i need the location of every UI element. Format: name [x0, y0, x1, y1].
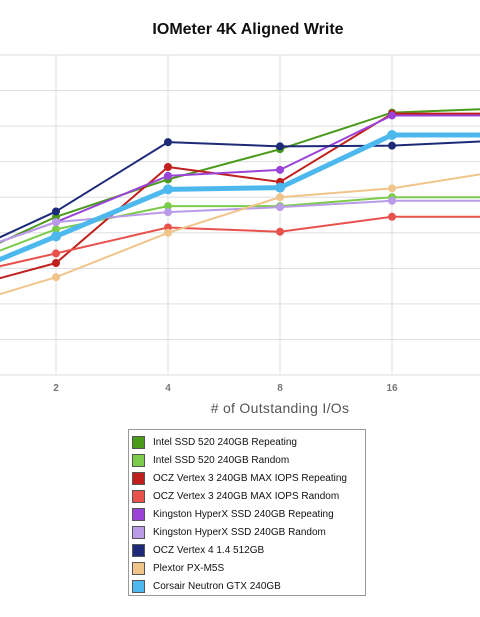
data-point [164, 202, 172, 211]
plot-area: 2 4 8 16 [0, 54, 480, 394]
x-tick-label: 16 [386, 383, 398, 394]
data-point [51, 231, 61, 242]
legend-label: Kingston HyperX SSD 240GB Random [153, 526, 326, 538]
legend-label: Corsair Neutron GTX 240GB [153, 580, 281, 592]
legend-swatch [132, 543, 145, 557]
x-axis-label: # of Outstanding I/Os [210, 400, 350, 416]
data-point [276, 165, 284, 174]
legend-label: Kingston HyperX SSD 240GB Repeating [153, 508, 334, 520]
series-line-1 [0, 108, 480, 244]
legend-item: OCZ Vertex 3 240GB MAX IOPS Random [129, 487, 365, 505]
data-point [276, 227, 284, 236]
data-point [388, 196, 396, 205]
legend-item: Kingston HyperX SSD 240GB Random [129, 523, 365, 541]
data-point [275, 182, 285, 193]
legend-label: Intel SSD 520 240GB Random [153, 454, 290, 466]
data-point [388, 141, 396, 150]
series-line-2 [0, 196, 480, 252]
legend-item: Intel SSD 520 240GB Repeating [129, 433, 365, 451]
x-tick-label: 8 [277, 383, 283, 394]
data-point [164, 228, 172, 237]
data-point [52, 273, 60, 282]
data-point [52, 249, 60, 258]
legend-swatch [132, 507, 145, 521]
legend-swatch [132, 471, 145, 485]
data-point [164, 208, 172, 217]
data-point [164, 163, 172, 171]
data-point [164, 171, 172, 180]
legend-swatch [132, 435, 145, 449]
legend-item: Corsair Neutron GTX 240GB [129, 577, 365, 595]
legend-item: OCZ Vertex 3 240GB MAX IOPS Repeating [129, 469, 365, 487]
legend-swatch [132, 489, 145, 503]
data-point [52, 207, 60, 216]
x-tick-label: 4 [165, 383, 171, 394]
data-point [163, 184, 173, 195]
legend-label: OCZ Vertex 3 240GB MAX IOPS Repeating [153, 472, 347, 484]
legend-item: Intel SSD 520 240GB Random [129, 451, 365, 469]
legend: Intel SSD 520 240GB Repeating Intel SSD 5… [128, 429, 366, 596]
data-point [388, 111, 396, 120]
legend-swatch [132, 579, 145, 593]
data-point [52, 218, 60, 227]
data-point [276, 203, 284, 212]
data-point [164, 138, 172, 147]
data-point [276, 193, 284, 202]
chart-title: IOMeter 4K Aligned Write [152, 21, 344, 38]
series-line-3 [0, 112, 480, 280]
legend-label: OCZ Vertex 4 1.4 512GB [153, 544, 265, 556]
legend-label: Intel SSD 520 240GB Repeating [153, 436, 297, 448]
data-point [387, 130, 397, 140]
data-point [388, 212, 396, 221]
series-line-7 [0, 140, 480, 239]
data-point [388, 184, 396, 193]
data-point [52, 225, 60, 234]
data-point [276, 142, 284, 151]
x-tick-label: 2 [53, 383, 59, 394]
legend-swatch [132, 561, 145, 575]
legend-item: OCZ Vertex 4 1.4 512GB [129, 541, 365, 559]
data-point [52, 259, 60, 267]
series-line-9 [0, 132, 480, 263]
legend-item: Kingston HyperX SSD 240GB Repeating [129, 505, 365, 523]
legend-item: Plextor PX-M5S [129, 559, 365, 577]
series-line-4 [0, 215, 480, 268]
legend-swatch [132, 525, 145, 539]
legend-swatch [132, 453, 145, 467]
legend-label: OCZ Vertex 3 240GB MAX IOPS Random [153, 490, 340, 502]
legend-label: Plextor PX-M5S [153, 562, 225, 574]
series-line-8 [0, 173, 480, 296]
series-line-6 [0, 199, 480, 243]
